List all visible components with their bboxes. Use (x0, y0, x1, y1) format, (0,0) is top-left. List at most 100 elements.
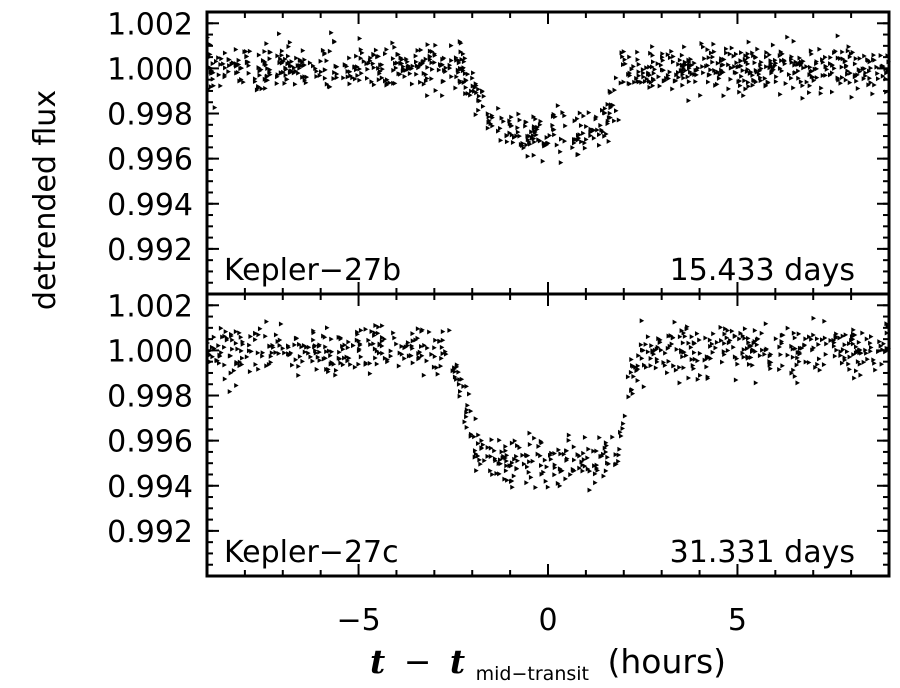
data-point (743, 86, 748, 92)
data-point (843, 58, 849, 64)
data-point (614, 461, 619, 467)
tick-labels: 0.992 0.994 0.996 0.998 1.000 1.002 0.992 0.994… (107, 7, 747, 638)
data-point (277, 60, 282, 66)
data-point (597, 435, 602, 441)
data-point (622, 57, 628, 63)
data-point (415, 326, 421, 332)
data-point (811, 345, 817, 351)
data-point (739, 73, 744, 79)
data-point (797, 55, 802, 61)
data-point (536, 443, 541, 449)
data-point (262, 49, 267, 55)
data-point (853, 368, 859, 374)
data-point (794, 362, 800, 368)
data-point (616, 458, 621, 464)
data-point (658, 62, 664, 68)
data-point (302, 74, 307, 80)
data-point (333, 372, 338, 378)
data-point (651, 348, 656, 354)
data-point (724, 335, 730, 341)
data-point (545, 484, 551, 490)
data-point (703, 335, 708, 341)
data-point (301, 63, 306, 69)
data-point (870, 91, 875, 97)
data-point (332, 38, 337, 44)
data-point (634, 368, 639, 374)
data-point (355, 329, 360, 335)
y-tick-label: 0.998 (107, 380, 193, 415)
data-point (682, 333, 688, 339)
data-point (490, 471, 495, 477)
data-point (485, 111, 491, 117)
data-point (480, 103, 486, 109)
data-point (579, 139, 584, 145)
data-point (817, 367, 823, 373)
data-point (801, 58, 806, 64)
data-point (478, 461, 483, 467)
data-point (576, 151, 581, 157)
data-point (681, 330, 687, 336)
data-point (273, 350, 278, 356)
data-point (279, 48, 285, 54)
data-point (751, 340, 757, 346)
data-point (594, 448, 599, 454)
y-tick-label: 1.000 (107, 334, 193, 369)
data-point (630, 391, 636, 397)
data-point (629, 356, 634, 362)
data-point (868, 340, 873, 346)
data-point (382, 336, 387, 342)
data-point (591, 448, 596, 454)
data-point (618, 80, 624, 86)
data-point (722, 331, 727, 337)
period-label-kepler-27b: 15.433 days (670, 253, 855, 288)
data-point (465, 91, 471, 97)
data-point (263, 85, 268, 91)
data-point (864, 336, 870, 342)
data-point (366, 337, 371, 343)
data-point (237, 359, 243, 365)
data-point (855, 85, 861, 91)
data-point (871, 357, 876, 363)
data-point (861, 76, 867, 82)
data-point (809, 336, 814, 342)
data-point (234, 383, 239, 389)
data-point (521, 145, 527, 151)
data-point (509, 478, 515, 484)
data-point (474, 468, 479, 474)
data-point (803, 359, 809, 365)
data-point (714, 339, 720, 345)
data-point (767, 362, 773, 368)
data-point (791, 85, 796, 91)
data-point (457, 65, 463, 71)
data-point (490, 115, 495, 121)
data-point (614, 108, 619, 114)
data-point (456, 369, 461, 375)
data-point (704, 364, 709, 370)
data-point (235, 346, 240, 352)
data-point (856, 339, 862, 345)
y-axis-label: detrended flux (28, 90, 63, 310)
data-point (464, 414, 469, 420)
data-point (750, 362, 755, 368)
data-point (297, 354, 303, 360)
data-point (681, 75, 686, 81)
data-point (616, 117, 622, 123)
data-point (582, 145, 588, 151)
data-point (371, 82, 377, 88)
data-point (256, 85, 261, 91)
data-point (728, 76, 733, 82)
data-point (297, 341, 302, 347)
data-point (345, 68, 351, 74)
data-point (677, 57, 683, 63)
data-point (497, 437, 502, 443)
data-point (447, 327, 452, 333)
data-point (674, 72, 679, 78)
data-point (872, 360, 877, 366)
data-point (440, 337, 446, 343)
data-point (401, 64, 406, 70)
data-point (679, 67, 685, 73)
data-point (814, 61, 819, 67)
data-point (425, 42, 431, 48)
data-point (527, 442, 533, 448)
data-point (745, 51, 751, 57)
